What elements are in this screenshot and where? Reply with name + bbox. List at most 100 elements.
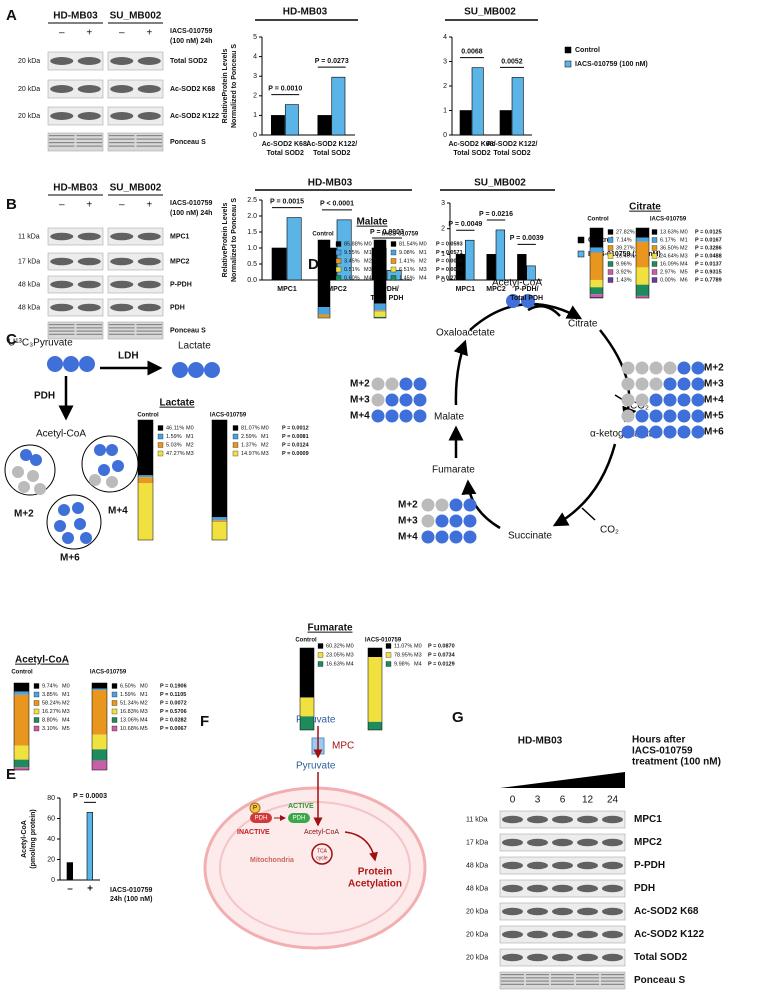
p-value: P = 0.0734 [428,652,456,658]
blot-band [50,303,74,312]
x-tick-label: Total SOD2 [267,150,304,157]
blot-texture [601,980,624,982]
blot-texture [501,983,524,985]
kda-label: 48 kDa [466,862,488,869]
metabolite: Acetyl-CoA [304,829,339,836]
legend-label: M3 [62,709,70,715]
blot-texture [49,135,75,137]
p-value: P = 0.0012 [282,425,309,431]
p-value: P = 0.0129 [428,661,455,667]
y-tick-label: 1.5 [247,229,257,236]
blot-band [527,815,548,824]
carbon [635,409,649,423]
legend-label: IACS-010759 (100 nM) [575,61,648,68]
row-label: P-PDH [634,860,665,871]
blot-texture [109,135,135,137]
bar-label: IACS-010759 [650,217,687,223]
state: ACTIVE [288,803,314,810]
stack-segment [92,683,107,689]
blot-title: HD-MB03 [518,736,563,747]
blot-texture [76,135,102,137]
carbon [677,361,691,375]
diagram-c: U¹³C₃Pyruvate LDH Lactate PDH Acetyl-CoA… [4,338,220,564]
blot-strip [107,275,164,294]
kda-label: 11 kDa [466,816,488,823]
blot-band [50,280,74,289]
blot-texture [136,135,162,137]
kda-label: 17 kDa [18,258,40,265]
blot-band [577,861,598,870]
stack-segment [300,716,314,730]
kda-label: 20 kDa [466,931,488,938]
carbon [677,393,691,407]
blot-group: HD-MB03 [53,11,98,22]
value-label: 85.88% [344,241,363,247]
p-value: P = 0.0216 [479,211,513,218]
blot-texture [49,138,75,140]
legend-swatch [651,277,658,283]
carbon [663,409,677,423]
row-label: Ac-SOD2 K122 [170,113,219,120]
legend-swatch [33,708,40,715]
y-tick-label: 0 [253,132,257,139]
stack-segment [374,303,386,311]
bar [465,239,475,281]
legend-label: M0 [186,425,194,431]
legend-label: M1 [364,250,372,256]
blot-band [110,280,134,289]
blot-band [110,232,134,241]
legend-swatch [157,425,164,431]
hour-label: 3 [535,795,541,806]
legend-label: M1 [140,692,148,698]
bar-label: Control [295,638,317,644]
stack-segment [92,760,107,770]
blot-band [552,907,573,916]
value-label: 3.85% [42,692,58,698]
stack-segment [212,520,227,523]
kda-label: 11 kDa [18,233,40,240]
blot-texture [136,142,162,144]
legend-swatch [111,708,118,715]
x-tick-label: P-PDH/ [515,286,539,293]
legend-swatch [111,700,118,706]
carbon [621,425,635,439]
row-label: MPC2 [170,258,190,265]
blot-band [527,953,548,962]
chart-title: HD-MB03 [283,7,328,18]
value-label: 16.83% [120,709,139,715]
blot-texture [49,327,75,329]
chart-title: Malate [356,217,388,228]
stack-segment [92,690,107,735]
p-value: P = 0.0124 [282,442,310,448]
carbon [399,377,413,391]
value-label: 2.59% [241,434,257,440]
blot-texture [136,333,162,335]
blot-band [602,907,623,916]
blot-texture [109,327,135,329]
x-tick-label: Total SOD2 [313,150,350,157]
legend-swatch [317,652,324,658]
bar [486,254,496,281]
legend-swatch [651,253,658,259]
x-tick-label: Ac-SOD2 K68/ [262,141,309,148]
kda-label: 20 kDa [466,954,488,961]
bar [499,110,512,136]
cycle-label: TCA [317,848,328,854]
blot-band [602,884,623,893]
y-axis-label: Acetyl-CoA [21,820,28,858]
value-label: 9.08% [399,250,415,256]
value-label: 3.10% [42,726,58,732]
stack-segment [212,517,227,521]
p-value: 0.0052 [501,58,523,65]
legend-label: M2 [419,258,427,264]
isotopologue-label: M+3 [350,395,370,406]
carbon [421,514,435,528]
kda-label: 17 kDa [466,839,488,846]
stack-segment [374,240,386,304]
blot-band [602,815,623,824]
value-label: 3.45% [344,258,360,264]
isotopologue-label: M+2 [14,509,34,520]
y-tick-label: 20 [47,856,55,863]
blot-band [137,257,161,266]
metabolite: Pyruvate [296,761,336,772]
